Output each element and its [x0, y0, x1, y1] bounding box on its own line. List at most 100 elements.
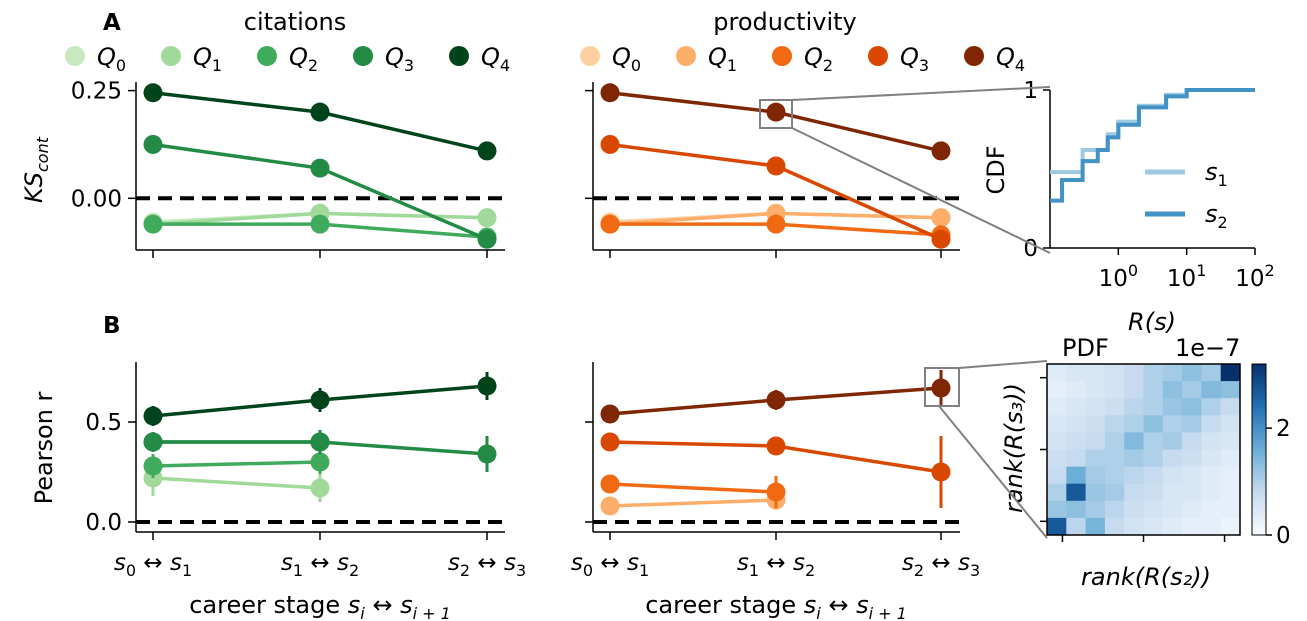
cdf-xtick-label-0: 100	[1099, 261, 1138, 292]
insets-group: 1 0 100 101 102 s1 s2 CDF R(s) 2 0 PDF 1e−7 rank(R(s₂…	[759, 78, 1291, 591]
heatmap-cell-3-8	[1201, 415, 1222, 433]
heatmap-cell-9-3	[1104, 517, 1125, 536]
ks-citations-point-Q4-0	[143, 83, 163, 103]
xlabel-right: career stage si ↔ si + 1	[645, 591, 907, 621]
heatmap-cell-8-8	[1201, 500, 1222, 519]
pearson-citations-xtick-label-2: s2 ↔ s3	[448, 550, 526, 580]
heatmap-cell-1-7	[1182, 381, 1202, 399]
heatmap-cell-6-6	[1162, 466, 1183, 485]
pearson-productivity-point-Q3-1	[766, 436, 786, 456]
heatmap-cell-6-5	[1143, 466, 1164, 485]
heatmap-cell-3-7	[1182, 415, 1202, 433]
heatmap-cell-4-2	[1085, 432, 1106, 450]
legend-productivity-title: productivity	[713, 8, 856, 36]
citations-legend-marker-4	[449, 46, 469, 66]
heatmap-cell-1-4	[1124, 381, 1144, 399]
heatmap-cell-2-4	[1124, 398, 1144, 416]
heatmap-cell-1-9	[1220, 381, 1241, 399]
pearson-productivity-point-Q4-0	[600, 404, 620, 424]
ks-citations-point-Q2-0	[143, 214, 163, 234]
heatmap-cell-4-8	[1201, 432, 1222, 450]
ks-citations-ytick-label-1: 0.00	[71, 186, 122, 212]
pearson-productivity-xtick-label-2: s2 ↔ s3	[902, 550, 980, 580]
pearson-citations-point-Q4-2	[477, 376, 497, 396]
pearson-citations-point-Q3b-2	[477, 444, 497, 464]
heatmap-cell-1-6	[1162, 381, 1183, 399]
pearson-citations-xtick-label-0: s0 ↔ s1	[114, 550, 192, 580]
cdf-legend-label-1: s2	[1205, 200, 1228, 232]
heatmap-cell-2-9	[1220, 398, 1241, 416]
heatmap-cell-8-7	[1182, 500, 1202, 519]
xlabel-left: career stage si ↔ si + 1	[189, 591, 451, 621]
pearson-citations-point-Q2-0	[143, 456, 163, 476]
pearson-citations-point-Q3b-0	[143, 432, 163, 452]
ks-citations-point-Q3-1	[310, 158, 330, 178]
productivity-legend-label-1: Q1	[708, 43, 737, 75]
heatmap-cell-7-4	[1124, 483, 1144, 502]
colorbar	[1251, 363, 1267, 536]
pearson-productivity-point-Q4-2	[931, 378, 951, 398]
heatmap-cell-7-0	[1047, 483, 1067, 502]
citations-legend-marker-1	[161, 46, 181, 66]
pearson-productivity-xtick-label-1: s1 ↔ s2	[737, 550, 815, 580]
heatmap-cell-3-9	[1220, 415, 1241, 433]
ks-productivity	[585, 82, 960, 258]
heatmap-cell-0-9	[1220, 364, 1241, 382]
pearson-productivity-point-Q3-0	[600, 432, 620, 452]
pearson-productivity-series-line-Q1	[609, 482, 777, 494]
pearson-citations-point-Q4-1	[310, 390, 330, 410]
pearson-zoom-box	[924, 367, 960, 407]
pearson-citations: 0.5 0.0 s0 ↔ s1 s1 ↔ s2 s2 ↔ s3	[85, 362, 526, 580]
cdf-ylabel: CDF	[982, 145, 1010, 194]
heatmap-cell-8-4	[1124, 500, 1144, 519]
ks-citations-point-Q4-2	[477, 141, 497, 161]
heatmap-cell-1-2	[1085, 381, 1106, 399]
pearson-zoom-connector-bottom	[938, 405, 1048, 539]
productivity-legend-label-2: Q2	[804, 43, 833, 75]
ks-citations-point-Q1-2	[477, 208, 497, 228]
heatmap-cell-0-3	[1104, 364, 1125, 382]
pearson-productivity: s0 ↔ s1 s1 ↔ s2 s2 ↔ s3	[571, 362, 980, 580]
productivity-legend-marker-4	[964, 46, 984, 66]
heatmap-cell-1-0	[1047, 381, 1067, 399]
pearson-productivity-point-Q1-1	[766, 482, 786, 502]
heatmap-cell-2-3	[1104, 398, 1125, 416]
heatmap-cell-5-6	[1162, 449, 1183, 468]
citations-legend-marker-2	[257, 46, 277, 66]
heatmap-cell-6-4	[1124, 466, 1144, 485]
citations-legend-label-0: Q0	[97, 43, 126, 75]
heatmap-cell-5-2	[1085, 449, 1106, 468]
heatmap-cell-7-9	[1220, 483, 1241, 502]
heatmap-cell-9-2	[1085, 517, 1106, 536]
ks-citations: 0.25 0.00	[71, 79, 505, 258]
heatmap-cell-0-7	[1182, 364, 1202, 382]
heatmap-cell-9-9	[1220, 517, 1241, 536]
panel-a-letter: A	[103, 10, 121, 36]
citations-legend-label-4: Q4	[481, 43, 510, 75]
heatmap-cell-6-3	[1104, 466, 1125, 485]
heatmap-cell-0-2	[1085, 364, 1106, 382]
heatmap-cell-1-5	[1143, 381, 1164, 399]
heatmap-cell-8-6	[1162, 500, 1183, 519]
heatmap-scale: 1e−7	[1175, 334, 1240, 362]
heatmap-cell-4-1	[1066, 432, 1087, 450]
cdf-ytick-label-1: 0	[1023, 236, 1038, 262]
productivity-legend-label-3: Q3	[900, 43, 929, 75]
pearson-productivity-xtick-label-0: s0 ↔ s1	[571, 550, 649, 580]
heatmap-cell-6-9	[1220, 466, 1241, 485]
pearson-productivity-point-Q3-2	[931, 462, 951, 482]
legend-group: Q0 Q1 Q2 Q3 Q4 Q0 Q1 Q2 Q3 Q4	[65, 43, 1025, 75]
ks-zoom-connector-bottom	[791, 127, 1051, 254]
citations-legend-label-1: Q1	[193, 43, 222, 75]
ks-citations-point-Q3-2	[477, 229, 497, 249]
heatmap-cell-5-7	[1182, 449, 1202, 468]
ks-ylabel: KScont	[20, 136, 52, 203]
heatmap-cell-9-5	[1143, 517, 1164, 536]
cdf-ytick-label-0: 1	[1023, 78, 1038, 104]
pearson-citations-point-Q3b-1	[310, 432, 330, 452]
heatmap-cell-4-9	[1220, 432, 1241, 450]
heatmap-cell-7-1	[1066, 483, 1087, 502]
panel-b-letter: B	[103, 313, 121, 339]
pearson-citations-ytick-label-0: 0.5	[85, 410, 122, 436]
productivity-legend-marker-0	[580, 46, 600, 66]
